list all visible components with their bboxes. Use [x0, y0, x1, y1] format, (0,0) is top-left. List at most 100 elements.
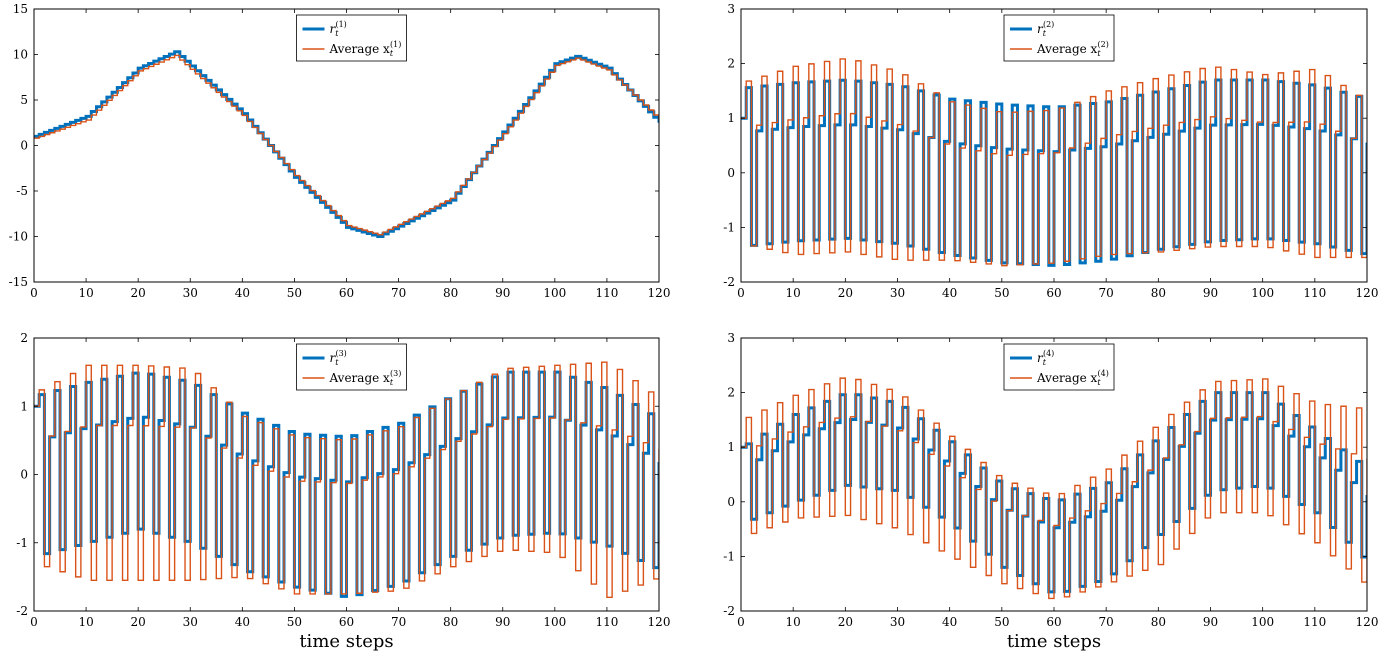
y-tick-label: 2: [727, 57, 735, 71]
legend-box: [296, 14, 407, 62]
y-tick-label: 1: [727, 111, 735, 125]
x-tick-label: 100: [1251, 615, 1274, 629]
series-line-average-2: [741, 58, 1367, 267]
x-tick-label: 110: [595, 286, 618, 300]
x-axis-label: time steps: [299, 631, 393, 652]
legend-entry: rt(3): [330, 349, 347, 367]
legend-subscript: t: [1097, 49, 1101, 58]
x-tick-label: 10: [786, 615, 801, 629]
y-tick-label: 3: [727, 331, 735, 345]
x-tick-label: 50: [287, 615, 302, 629]
legend-label: r: [1037, 22, 1044, 36]
x-tick-label: 50: [287, 286, 302, 300]
x-tick-label: 30: [183, 615, 198, 629]
x-tick-label: 70: [391, 615, 406, 629]
x-tick-label: 110: [595, 615, 618, 629]
legend-label: r: [330, 22, 337, 36]
x-tick-label: 20: [838, 286, 853, 300]
x-axis-label: time steps: [1007, 631, 1101, 652]
x-tick-label: 10: [786, 286, 801, 300]
y-tick-label: 0: [727, 166, 735, 180]
series-line-average-1: [34, 54, 659, 236]
x-tick-label: 10: [78, 286, 93, 300]
legend-subscript: t: [335, 358, 339, 367]
chart-panel-2: 0 10 20 30 40 50 60 70 80 90 100 110 120-2-10123rt(2…: [723, 2, 1378, 300]
legend: rt(2)Average xt(2): [1003, 14, 1115, 62]
x-tick-label: 80: [1151, 615, 1166, 629]
x-tick-label: 0: [737, 286, 745, 300]
legend-entry: Average xt(1): [329, 40, 402, 58]
x-tick-label: 20: [131, 615, 146, 629]
y-tick-label: 2: [727, 386, 735, 400]
y-tick-label: 1: [727, 440, 735, 454]
x-tick-label: 80: [443, 615, 458, 629]
x-tick-label: 110: [1303, 286, 1326, 300]
legend-subscript: t: [390, 378, 394, 387]
x-tick-label: 90: [1203, 615, 1218, 629]
x-tick-label: 90: [495, 286, 510, 300]
legend-subscript: t: [1043, 29, 1047, 38]
legend-entry: rt(4): [1037, 349, 1054, 367]
legend-superscript: (1): [390, 40, 401, 49]
x-tick-label: 70: [391, 286, 406, 300]
y-tick-label: 0: [20, 468, 28, 482]
x-tick-label: 120: [648, 286, 671, 300]
x-tick-label: 40: [235, 286, 250, 300]
y-tick-label: -15: [9, 275, 28, 289]
chart-panel-1: 0 10 20 30 40 50 60 70 80 90 100 110 120 -15 -10 -5 0 5 10…: [9, 2, 671, 300]
x-tick-label: 40: [942, 286, 957, 300]
legend-superscript: (2): [1043, 20, 1054, 29]
legend: rt(1)Average xt(1): [296, 14, 407, 62]
y-tick-label: 10: [13, 48, 28, 62]
y-tick-label: 3: [727, 2, 735, 16]
series-line-reference-1: [34, 50, 659, 238]
x-tick-label: 120: [1356, 615, 1379, 629]
x-tick-label: 0: [30, 286, 38, 300]
legend-label: Average x: [329, 42, 391, 56]
x-tick-label: 0: [30, 615, 38, 629]
x-tick-label: 20: [131, 286, 146, 300]
legend-entry: rt(2): [1037, 20, 1054, 38]
legend-label: Average x: [329, 371, 391, 385]
legend-subscript: t: [1043, 358, 1047, 367]
legend-label: Average x: [1036, 371, 1098, 385]
legend-label: Average x: [1036, 42, 1098, 56]
legend-entry: Average xt(4): [1036, 369, 1109, 387]
x-tick-label: 100: [1251, 286, 1274, 300]
x-tick-label: 10: [78, 615, 93, 629]
legend-subscript: t: [335, 29, 339, 38]
legend-superscript: (1): [335, 20, 346, 29]
y-tick-label: 1: [20, 399, 28, 413]
x-tick-label: 60: [339, 286, 354, 300]
x-tick-label: 120: [1356, 286, 1379, 300]
x-tick-label: 50: [994, 615, 1009, 629]
x-tick-label: 90: [495, 615, 510, 629]
x-tick-label: 60: [1046, 615, 1061, 629]
x-tick-label: 30: [890, 615, 905, 629]
legend: rt(4)Average xt(4): [1003, 343, 1115, 391]
x-tick-label: 0: [737, 615, 745, 629]
legend-superscript: (4): [1043, 349, 1054, 358]
legend-entry: Average xt(2): [1036, 40, 1109, 58]
legend-box: [296, 343, 407, 391]
legend-box: [1003, 343, 1115, 391]
x-tick-label: 70: [1099, 286, 1114, 300]
legend-subscript: t: [1097, 378, 1101, 387]
y-tick-label: 0: [727, 495, 735, 509]
legend-label: r: [330, 351, 337, 365]
y-tick-label: 0: [20, 139, 28, 153]
y-tick-label: 5: [20, 93, 28, 107]
y-tick-label: -2: [16, 604, 28, 618]
y-tick-label: -2: [723, 275, 735, 289]
legend-superscript: (4): [1098, 369, 1109, 378]
chart-panel-4: 0 10 20 30 40 50 60 70 80 90 100 110 120 -2 -1 0 1 2 3 time…: [723, 331, 1378, 652]
legend-superscript: (2): [1098, 40, 1109, 49]
legend-entry: rt(1): [330, 20, 347, 38]
x-tick-label: 120: [648, 615, 671, 629]
legend-superscript: (3): [335, 349, 346, 358]
series-line-average-4: [741, 377, 1367, 600]
y-tick-label: -5: [16, 184, 28, 198]
x-tick-label: 40: [235, 615, 250, 629]
x-tick-label: 20: [838, 615, 853, 629]
